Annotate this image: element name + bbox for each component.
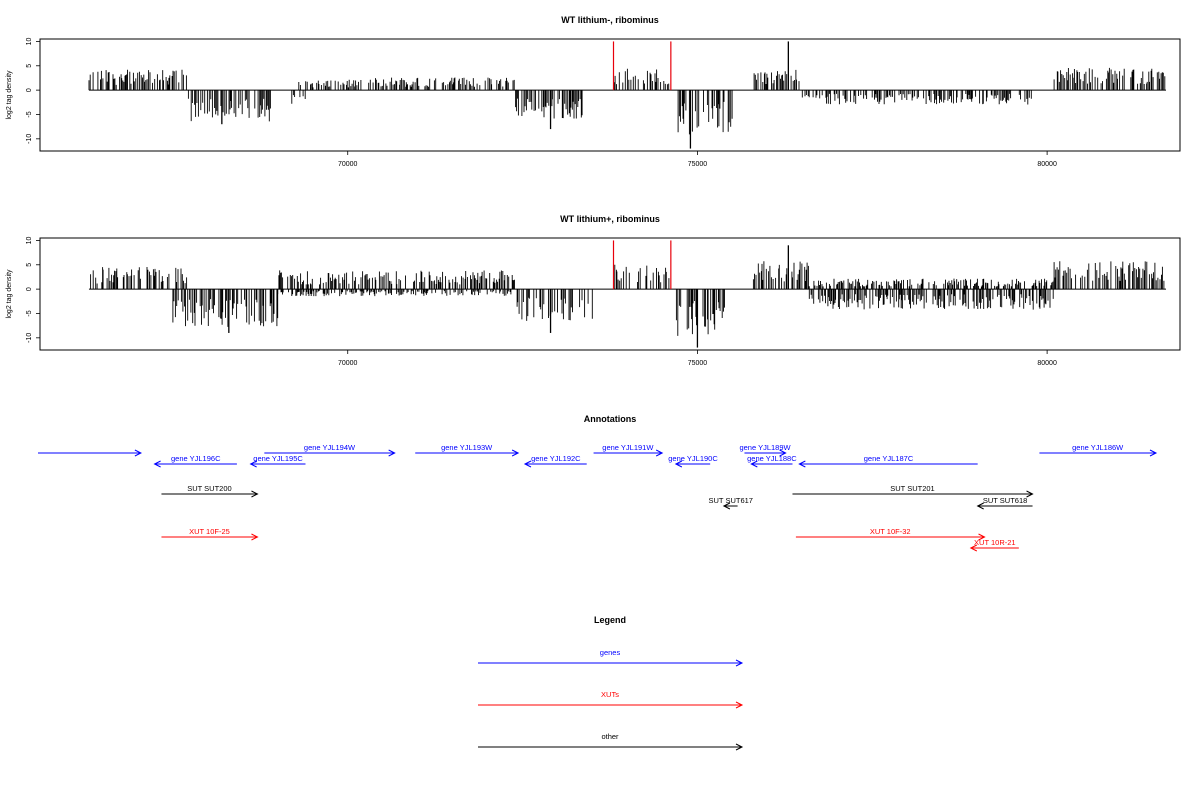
y-tick-label: -10 (26, 134, 33, 144)
y-tick-label: 0 (26, 88, 33, 92)
y-tick-label: 10 (26, 236, 33, 244)
feature-label: gene YJL192C (531, 454, 581, 463)
feature-label: SUT SUT617 (709, 496, 753, 505)
x-tick-label: 80000 (1037, 360, 1057, 367)
feature-label: SUT SUT618 (983, 496, 1027, 505)
x-tick-label: 75000 (688, 360, 708, 367)
feature-label: XUT 10R-21 (974, 538, 1016, 547)
track1-axes: 10 5 0 -5 -10 70000 75000 80000 (26, 37, 1057, 168)
feature-label: SUT SUT200 (187, 484, 231, 493)
feature-other-arrow: SUT SUT200 (161, 484, 259, 498)
y-tick-label: -5 (26, 111, 33, 117)
legend: genes XUTs other (478, 648, 744, 751)
feature-other-arrow: SUT SUT617 (709, 496, 753, 510)
feature-label: gene YJL193W (441, 443, 493, 452)
feature-label: gene YJL194W (304, 443, 356, 452)
feature-gene-arrow: gene YJL188C (747, 454, 797, 468)
feature-label: gene YJL186W (1072, 443, 1124, 452)
feature-gene-arrow: gene YJL196C (153, 454, 237, 468)
x-tick-label: 70000 (338, 360, 358, 367)
track2-frame (39, 237, 1181, 351)
track1-title: WT lithium-, ribominus (561, 15, 659, 25)
track2-bars (88, 240, 1167, 348)
y-tick-label: 5 (26, 263, 33, 267)
feature-gene-arrow: gene YJL192C (523, 454, 587, 468)
legend-item-xuts: XUTs (478, 690, 744, 709)
feature-gene-arrow: gene YJL190C (668, 454, 718, 468)
x-tick-label: 80000 (1037, 161, 1057, 168)
feature-label: gene YJL189W (739, 443, 791, 452)
feature-gene-arrow: gene YJL193W (415, 443, 520, 457)
feature-other-arrow: SUT SUT201 (792, 484, 1034, 498)
feature-gene-arrow: gene YJL186W (1039, 443, 1158, 457)
density-bars (88, 67, 1166, 135)
legend-item-other: other (478, 732, 744, 751)
feature-gene-arrow: gene YJL191W (593, 443, 664, 457)
y-tick-label: -5 (26, 310, 33, 316)
x-tick-label: 75000 (688, 161, 708, 168)
feature-other-arrow: SUT SUT618 (976, 496, 1033, 510)
track2-title: WT lithium+, ribominus (560, 214, 660, 224)
track1-bars (88, 41, 1167, 149)
y-tick-label: 5 (26, 64, 33, 68)
feature-xut-arrow: XUT 10F-32 (795, 527, 986, 541)
track1-frame (39, 38, 1181, 152)
feature-label: gene YJL191W (602, 443, 654, 452)
feature-xut-arrow: XUT 10R-21 (969, 538, 1019, 552)
feature-gene-arrow: gene YJL195C (249, 454, 306, 468)
feature-gene-arrow (38, 449, 143, 457)
feature-gene-arrow: gene YJL194W (264, 443, 396, 457)
track2-ylabel: log2 tag density (6, 269, 13, 319)
feature-label: SUT SUT201 (890, 484, 934, 493)
feature-label: gene YJL190C (668, 454, 718, 463)
legend-label: XUTs (601, 690, 619, 699)
feature-label: gene YJL196C (171, 454, 221, 463)
legend-label: other (601, 732, 619, 741)
feature-label: XUT 10F-32 (870, 527, 911, 536)
track1-ylabel: log2 tag density (6, 70, 13, 120)
legend-title: Legend (594, 615, 626, 625)
y-tick-label: 10 (26, 37, 33, 45)
density-bars (90, 261, 1165, 336)
feature-gene-arrow: gene YJL189W (739, 443, 792, 457)
x-tick-label: 70000 (338, 161, 358, 168)
y-tick-label: 0 (26, 287, 33, 291)
feature-label: gene YJL187C (864, 454, 914, 463)
legend-label: genes (600, 648, 621, 657)
annotations-title: Annotations (584, 414, 637, 424)
legend-item-genes: genes (478, 648, 744, 667)
feature-label: gene YJL195C (253, 454, 303, 463)
y-tick-label: -10 (26, 333, 33, 343)
track2-axes: 10 5 0 -5 -10 70000 75000 80000 (26, 236, 1057, 367)
feature-xut-arrow: XUT 10F-25 (161, 527, 259, 541)
feature-label: gene YJL188C (747, 454, 797, 463)
feature-gene-arrow: gene YJL187C (798, 454, 978, 468)
feature-label: XUT 10F-25 (189, 527, 230, 536)
